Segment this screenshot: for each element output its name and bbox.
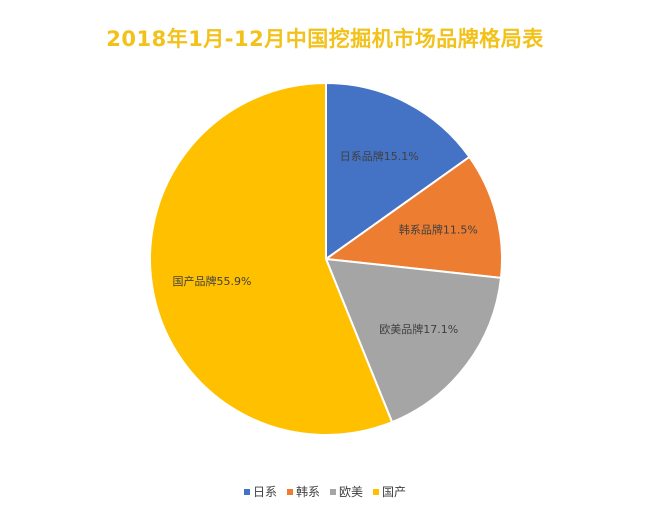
pie-slice-japanese [325,81,471,261]
legend-label-western: 欧美 [339,485,364,499]
pie-slice-korean [323,155,503,279]
slice-label-western: 欧美品牌17.1% [379,322,458,336]
pie-slice-western [324,257,503,424]
pie-slice-domestic [149,81,394,436]
legend-label-japanese: 日系 [252,485,277,499]
legend-swatch-japanese [243,489,250,495]
slice-label-korean: 韩系品牌11.5% [399,223,478,237]
legend-swatch-domestic [373,489,380,495]
legend-label-domestic: 国产 [382,485,407,499]
legend-item-western: 欧美 [330,484,363,500]
slice-label-domestic: 国产品牌55.9% [173,274,252,288]
legend-swatch-western [330,489,336,495]
slice-label-japanese: 日系品牌15.1% [340,149,419,163]
legend-item-domestic: 国产 [373,484,406,500]
legend-label-korean: 韩系 [295,485,320,499]
legend: 日系 韩系 欧美 国产 [0,484,650,500]
chart-title: 2018年1月-12月中国挖掘机市场品牌格局表 [106,27,544,51]
legend-item-korean: 韩系 [286,484,320,500]
legend-item-japanese: 日系 [243,484,277,500]
legend-swatch-korean [286,489,293,495]
